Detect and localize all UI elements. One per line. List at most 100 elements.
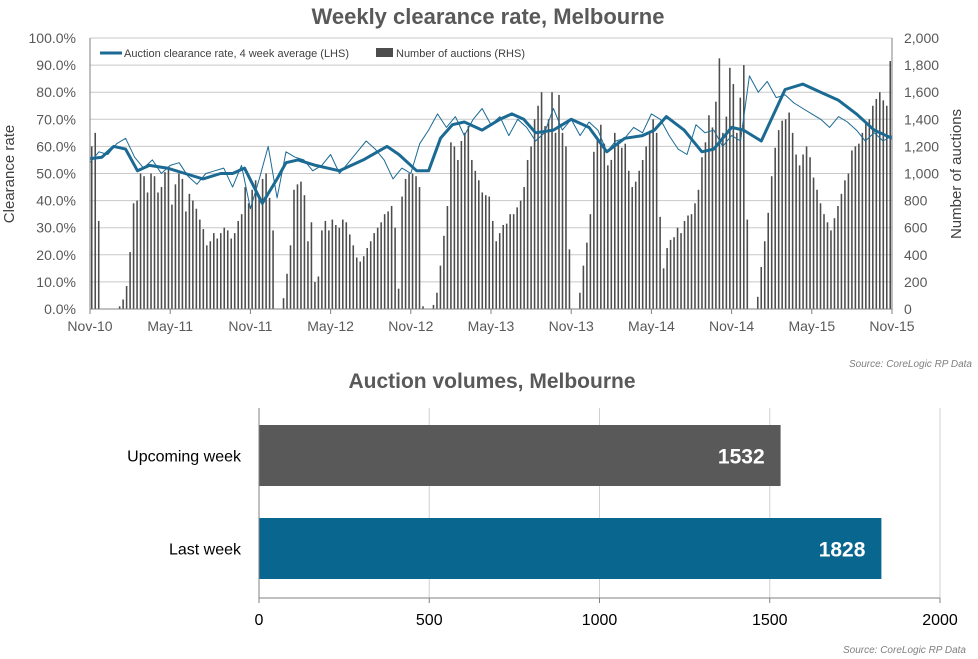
auction-bar <box>97 220 100 310</box>
auction-bar <box>143 176 145 309</box>
auction-bar <box>596 138 599 309</box>
auction-bar <box>495 241 498 309</box>
y-axis-right-label: Number of auctions <box>948 109 965 239</box>
y-right-tick-label: 200 <box>904 274 928 290</box>
auction-bar <box>348 234 351 309</box>
auction-bar <box>589 214 592 309</box>
auction-bar <box>464 132 466 309</box>
auction-bar <box>457 159 459 309</box>
auction-bar <box>746 219 749 309</box>
bottom-chart-title: Auction volumes, Melbourne <box>348 370 635 393</box>
auction-bar <box>540 92 543 309</box>
auction-bar <box>216 238 219 309</box>
y-left-tick-label: 0.0% <box>44 301 76 317</box>
auction-bar <box>659 216 661 309</box>
auction-bar <box>763 241 766 309</box>
x-tick-label: 1500 <box>752 612 788 629</box>
auction-bar <box>729 67 731 309</box>
auction-bar <box>736 132 738 309</box>
data-label: 1828 <box>819 539 866 562</box>
y-left-tick-label: 100.0% <box>29 30 76 46</box>
y-left-tick-label: 60.0% <box>36 138 76 154</box>
auction-bar <box>167 166 170 309</box>
auction-bar <box>791 132 794 309</box>
y-right-tick-label: 1,200 <box>904 138 939 154</box>
auction-bar <box>777 130 780 309</box>
auction-bar <box>868 119 871 309</box>
legend-label-auctions: Number of auctions (RHS) <box>396 48 525 60</box>
auction-bar <box>272 230 274 309</box>
auction-bar <box>328 230 330 309</box>
auction-bar <box>355 257 358 309</box>
auction-bar <box>376 227 379 309</box>
auction-bar <box>90 146 93 309</box>
auction-bar <box>701 157 703 309</box>
auction-bar <box>219 233 222 309</box>
auction-bar <box>872 105 874 309</box>
auction-bar <box>770 176 773 309</box>
auction-bar <box>627 170 630 309</box>
auction-bar <box>697 189 700 309</box>
auction-bar <box>683 220 686 310</box>
auction-bar <box>638 170 640 309</box>
auction-bar <box>739 97 742 310</box>
auction-bar <box>669 239 672 309</box>
auction-bar <box>174 184 177 309</box>
auction-bar <box>732 84 735 309</box>
auction-bar <box>554 132 557 309</box>
auction-bar <box>512 214 515 309</box>
auction-bar <box>620 147 623 309</box>
auction-bar <box>509 214 511 309</box>
auction-bar <box>422 306 424 309</box>
auction-bar <box>687 215 689 309</box>
auction-bar <box>460 140 463 309</box>
auction-bar <box>383 214 386 309</box>
auction-bar <box>369 241 372 309</box>
auction-bar <box>840 193 843 309</box>
bottom-source-note: Source: CoreLogic RP Data <box>843 645 966 656</box>
auction-bar <box>314 281 316 309</box>
auction-bar <box>244 187 246 309</box>
auction-bar <box>774 147 776 309</box>
auction-bar <box>788 112 790 309</box>
auction-bar <box>443 235 445 309</box>
auction-bar <box>94 132 97 309</box>
auction-bar <box>268 197 271 309</box>
auction-bar <box>523 187 525 309</box>
auction-bar <box>558 94 560 309</box>
auction-bar <box>331 219 334 309</box>
x-tick-label: May-14 <box>628 318 675 334</box>
auction-bar <box>345 222 348 309</box>
auction-bar <box>879 92 881 309</box>
auction-bar <box>715 101 717 309</box>
y-left-tick-label: 20.0% <box>36 247 76 263</box>
auction-bar <box>823 214 825 309</box>
x-tick-label: May-13 <box>468 318 515 334</box>
y-right-tick-label: 0 <box>904 301 912 317</box>
auction-bar <box>593 151 595 309</box>
auction-bar <box>125 285 128 309</box>
auction-bar <box>258 197 260 309</box>
auction-bar <box>415 176 417 309</box>
y-left-tick-label: 40.0% <box>36 193 76 209</box>
auction-bar <box>516 207 518 310</box>
category-label: Last week <box>169 542 242 559</box>
auction-bar <box>851 150 853 309</box>
auction-bar <box>436 292 438 309</box>
auction-bar <box>805 146 808 309</box>
auction-bar <box>450 142 452 309</box>
auction-bar <box>233 233 236 309</box>
auction-bar <box>586 242 588 309</box>
auction-bar <box>352 245 355 309</box>
auction-bar <box>408 173 410 309</box>
auction-bar <box>718 58 721 309</box>
auction-bar <box>634 181 637 309</box>
auction-bar <box>816 189 818 309</box>
category-label: Upcoming week <box>127 449 242 466</box>
auction-bar <box>530 146 532 309</box>
auction-bar <box>655 132 658 309</box>
auction-bar <box>401 196 403 309</box>
auction-bar <box>338 227 341 309</box>
auction-bar <box>467 126 470 309</box>
